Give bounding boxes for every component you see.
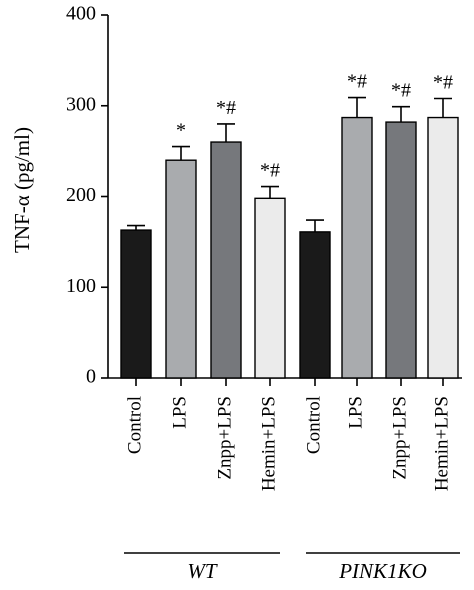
bar [385,121,417,379]
significance-label: *# [433,71,453,93]
x-tick-label: Hemin+LPS [258,396,279,491]
x-tick-label: Control [303,396,324,454]
y-axis-label: TNF-α (pg/ml) [10,127,34,253]
y-tick-label: 300 [66,93,96,115]
x-tick-label: Znpp+LPS [389,396,410,480]
group-label: WT [187,559,217,583]
y-tick-label: 100 [66,275,96,297]
x-tick-label: Control [124,396,145,454]
x-tick-label: Znpp+LPS [214,396,235,480]
significance-label: *# [391,80,411,102]
bars-layer [120,96,459,379]
y-tick-label: 200 [66,184,96,206]
significance-label: *# [216,97,236,119]
bar [210,141,242,379]
bar [427,116,459,379]
bar [254,197,286,379]
significance-label: *# [347,71,367,93]
significance-label: *# [260,160,280,182]
significance-label: * [176,120,186,142]
x-tick-label: LPS [345,396,366,429]
x-tick-label: LPS [169,396,190,429]
bar [165,159,197,379]
labels-layer: Control * LPS *# Znpp+LPS *# Hemin+LPS Control *… [124,71,453,583]
group-label: PINK1KO [338,559,427,583]
chart-axes: 0 100 200 300 400 [66,3,462,554]
y-tick-label: 400 [66,3,96,25]
bar [299,231,331,379]
bar [120,229,152,379]
x-tick-label: Hemin+LPS [431,396,452,491]
bar [341,116,373,379]
y-tick-label: 0 [86,366,96,388]
